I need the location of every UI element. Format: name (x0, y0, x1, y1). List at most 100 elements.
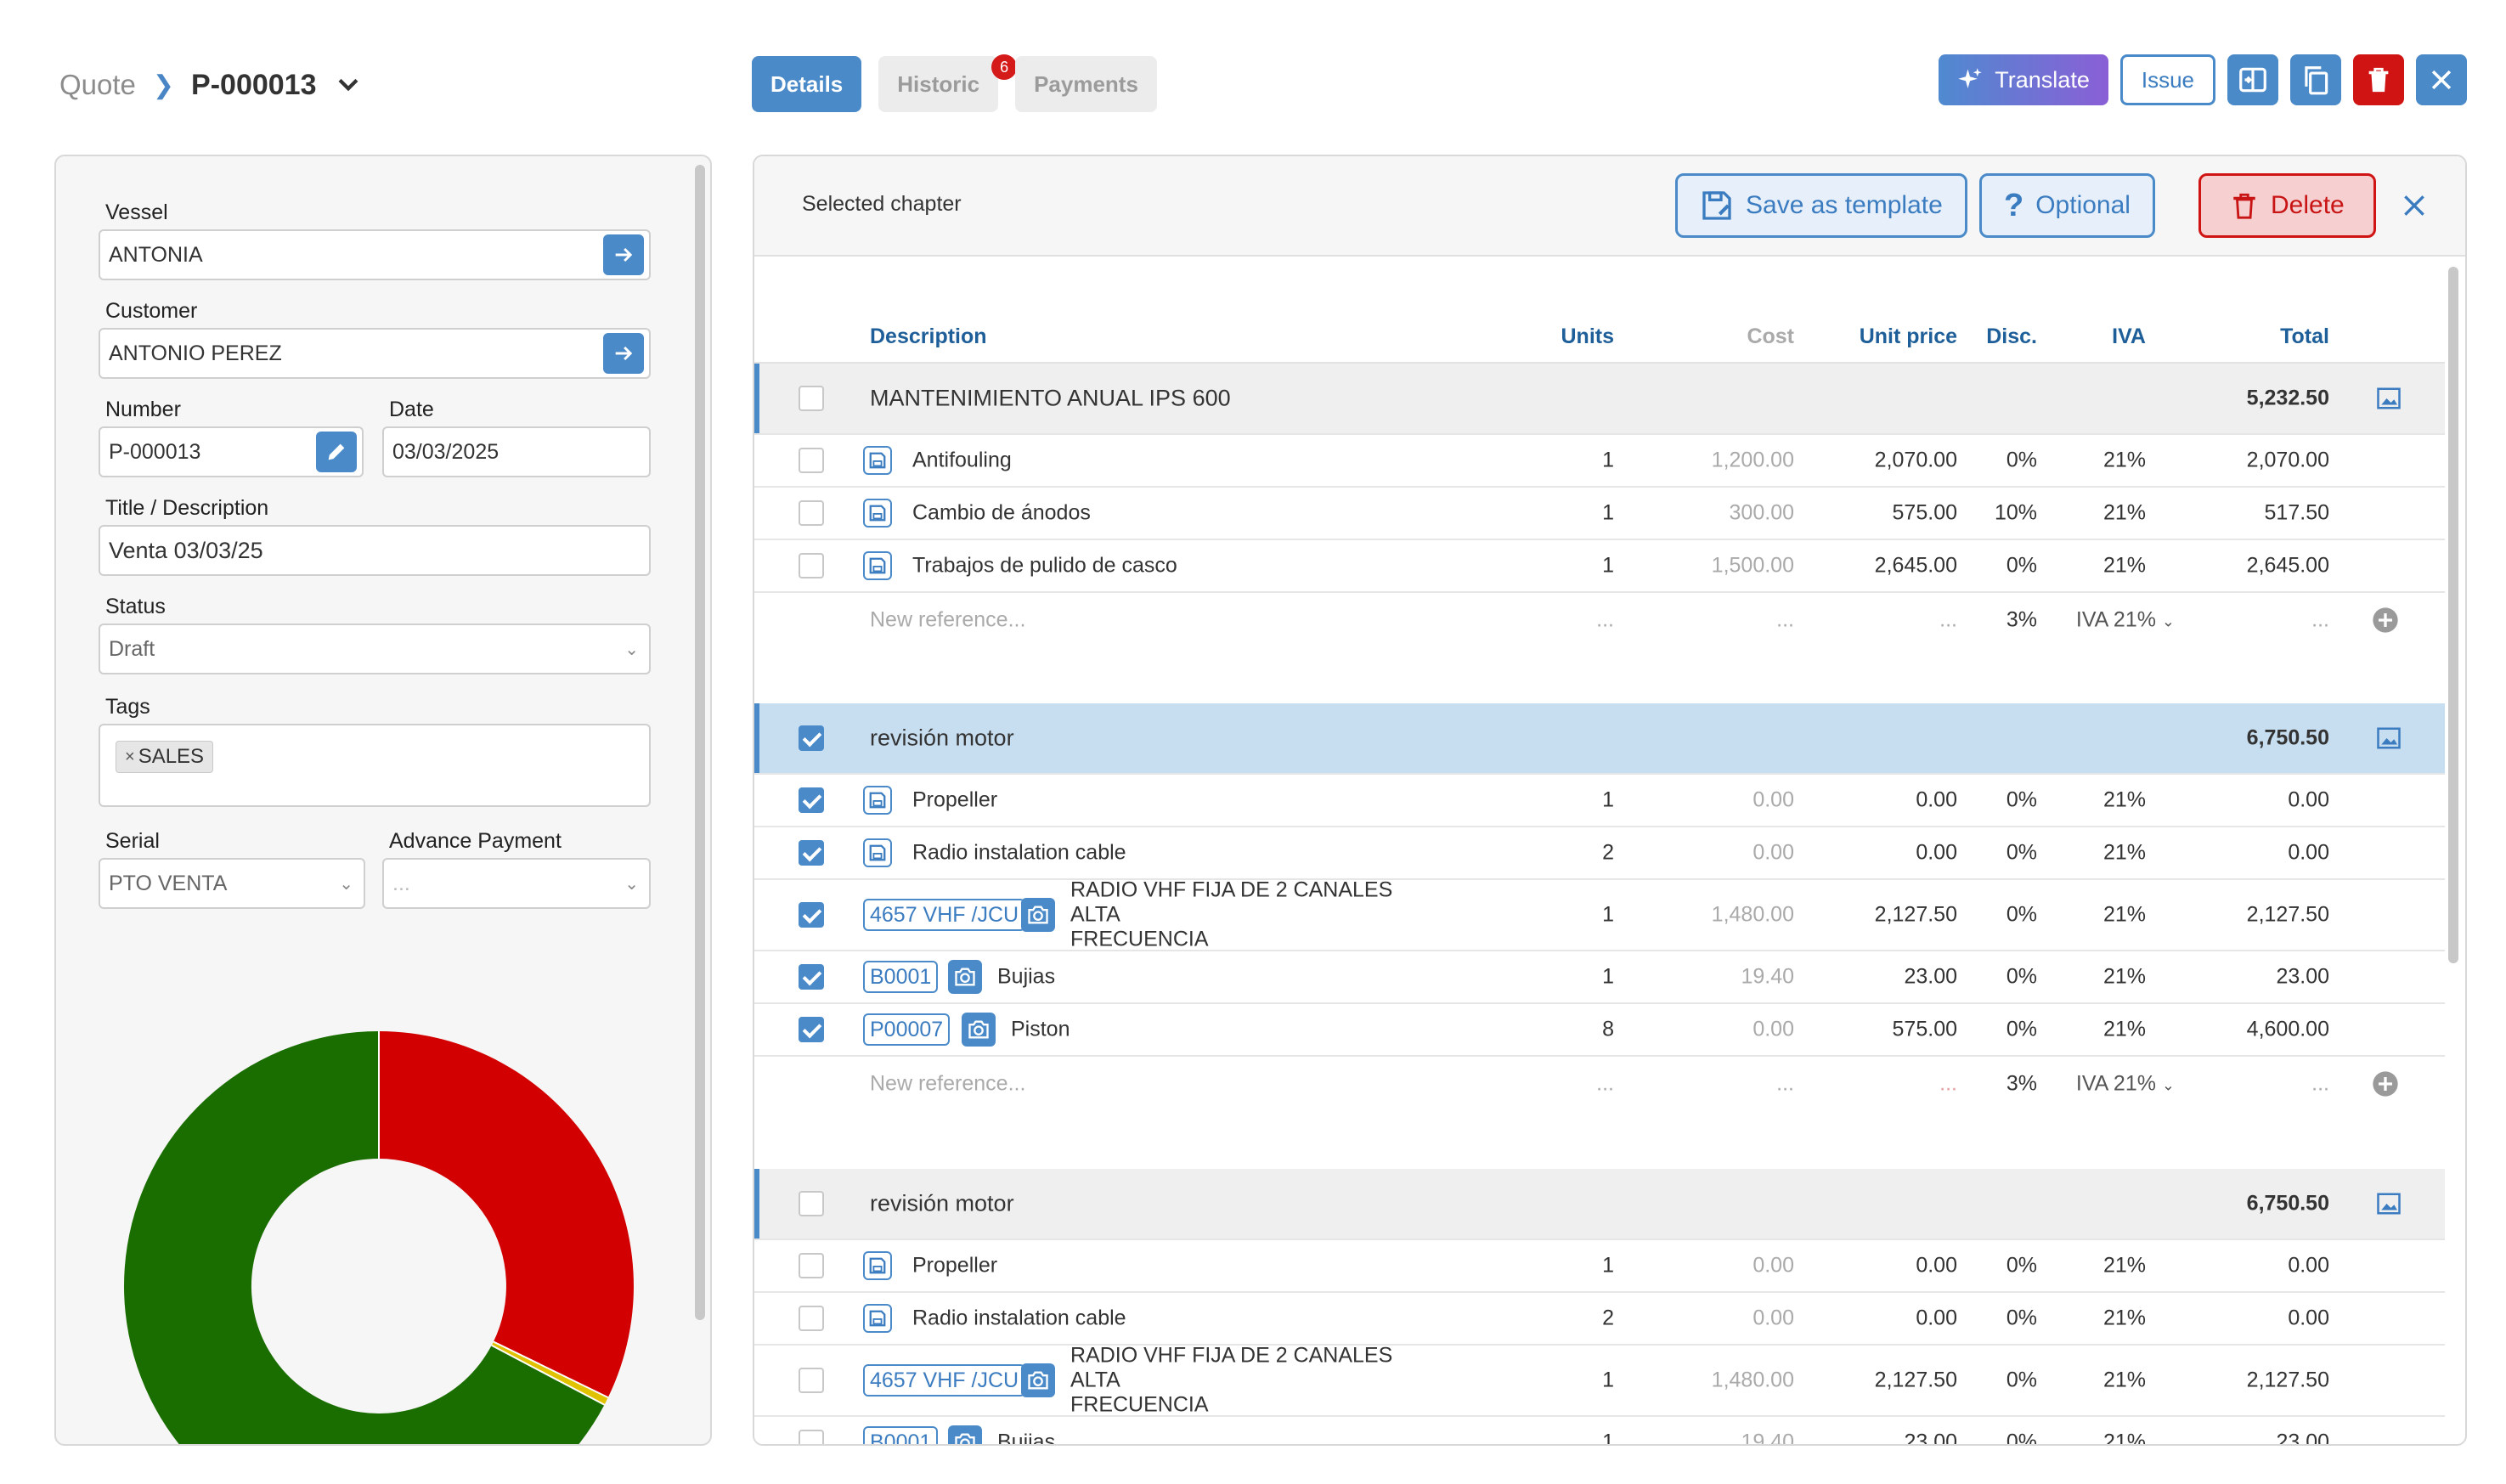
col-unit-price[interactable]: Unit price (1859, 324, 1957, 348)
scrollbar[interactable] (695, 165, 705, 1320)
item-disc[interactable]: 0% (2006, 787, 2037, 812)
item-unit-price[interactable]: 2,645.00 (1874, 553, 1957, 578)
breadcrumb-root[interactable]: Quote (59, 69, 136, 100)
col-cost[interactable]: Cost (1747, 324, 1794, 348)
item-unit-price[interactable]: 575.00 (1892, 1017, 1957, 1041)
chevron-down-icon[interactable] (334, 71, 363, 99)
item-disc[interactable]: 0% (2006, 1368, 2037, 1392)
new-disc[interactable]: 3% (2006, 1071, 2037, 1096)
item-disc[interactable]: 0% (2006, 448, 2037, 472)
reference-chip[interactable]: 4657 VHF /JCU (863, 1364, 1026, 1397)
item-disc[interactable]: 0% (2006, 1017, 2037, 1041)
tab-payments[interactable]: Payments (1015, 56, 1157, 112)
item-cost[interactable]: 1,200.00 (1711, 448, 1794, 472)
item-iva[interactable]: 21% (2102, 840, 2146, 865)
item-checkbox[interactable] (799, 500, 824, 526)
item-checkbox[interactable] (799, 840, 824, 866)
item-iva[interactable]: 21% (2102, 448, 2146, 472)
item-cost[interactable]: 1,500.00 (1711, 553, 1794, 578)
save-as-template-button[interactable]: Save as template (1675, 173, 1967, 238)
customer-field[interactable]: ANTONIO PEREZ (99, 328, 651, 379)
item-row[interactable]: Radio instalation cable 2 0.00 0.00 0% 2… (754, 827, 2445, 880)
new-reference-input[interactable]: New reference... (870, 1071, 1026, 1096)
item-checkbox[interactable] (799, 448, 824, 473)
new-units[interactable]: ... (1596, 1071, 1614, 1096)
issue-button[interactable]: Issue (2119, 54, 2215, 105)
item-unit-price[interactable]: 2,127.50 (1874, 902, 1957, 927)
item-unit-price[interactable]: 23.00 (1904, 964, 1957, 989)
item-iva[interactable]: 21% (2102, 553, 2146, 578)
item-unit-price[interactable]: 2,070.00 (1874, 448, 1957, 472)
item-units[interactable]: 1 (1602, 964, 1614, 989)
serial-select[interactable]: PTO VENTA ⌄ (99, 858, 365, 909)
item-checkbox[interactable] (799, 1306, 824, 1331)
chapter-checkbox[interactable] (799, 1191, 824, 1216)
item-checkbox[interactable] (799, 1430, 824, 1444)
reference-chip[interactable]: B0001 (863, 961, 939, 993)
item-cost[interactable]: 0.00 (1753, 1306, 1794, 1330)
item-iva[interactable]: 21% (2102, 787, 2146, 812)
document-icon[interactable] (863, 786, 892, 815)
item-iva[interactable]: 21% (2102, 1253, 2146, 1278)
camera-icon[interactable] (1021, 1363, 1055, 1397)
item-unit-price[interactable]: 23.00 (1904, 1430, 1957, 1446)
new-units[interactable]: ... (1596, 607, 1614, 632)
add-circle-icon[interactable] (2372, 607, 2399, 634)
vessel-open-button[interactable] (603, 234, 644, 275)
optional-button[interactable]: ? Optional (1979, 173, 2155, 238)
status-select[interactable]: Draft ⌄ (99, 624, 651, 674)
customer-open-button[interactable] (603, 333, 644, 374)
item-cost[interactable]: 0.00 (1753, 787, 1794, 812)
new-unit-price[interactable]: ... (1939, 1071, 1957, 1096)
chapter-row[interactable]: revisión motor 6,750.50 (754, 703, 2445, 775)
item-iva[interactable]: 21% (2102, 500, 2146, 525)
document-icon[interactable] (863, 551, 892, 580)
chapter-checkbox[interactable] (799, 725, 824, 751)
item-cost[interactable]: 300.00 (1729, 500, 1794, 525)
item-unit-price[interactable]: 0.00 (1916, 840, 1957, 865)
item-unit-price[interactable]: 575.00 (1892, 500, 1957, 525)
add-circle-icon[interactable] (2372, 1070, 2399, 1097)
reference-chip[interactable]: 4657 VHF /JCU (863, 899, 1026, 931)
tab-details[interactable]: Details (752, 56, 862, 112)
item-units[interactable]: 1 (1602, 902, 1614, 927)
item-disc[interactable]: 0% (2006, 840, 2037, 865)
item-units[interactable]: 1 (1602, 1430, 1614, 1446)
edit-number-button[interactable] (316, 432, 357, 472)
translate-button[interactable]: Translate (1939, 54, 2108, 105)
item-row[interactable]: Radio instalation cable 2 0.00 0.00 0% 2… (754, 1293, 2445, 1346)
document-icon[interactable] (863, 446, 892, 475)
camera-icon[interactable] (948, 1425, 982, 1444)
document-icon[interactable] (863, 1304, 892, 1333)
document-icon[interactable] (863, 838, 892, 867)
advance-payment-select[interactable]: ... ⌄ (382, 858, 651, 909)
item-row[interactable]: Cambio de ánodos 1 300.00 575.00 10% 21%… (754, 488, 2445, 540)
scrollbar[interactable] (2448, 267, 2458, 963)
item-cost[interactable]: 0.00 (1753, 840, 1794, 865)
item-checkbox[interactable] (799, 1368, 824, 1393)
vessel-field[interactable]: ANTONIA (99, 229, 651, 280)
close-button[interactable] (2416, 54, 2467, 105)
chapter-row[interactable]: MANTENIMIENTO ANUAL IPS 600 5,232.50 (754, 364, 2445, 435)
item-checkbox[interactable] (799, 902, 824, 928)
tags-input[interactable]: × SALES (99, 724, 651, 807)
tab-historic[interactable]: Historic 6 (878, 54, 1018, 112)
item-units[interactable]: 1 (1602, 1368, 1614, 1392)
item-row[interactable]: 4657 VHF /JCU RADIO VHF FIJA DE 2 CANALE… (754, 878, 2445, 951)
chapter-checkbox[interactable] (799, 386, 824, 411)
col-disc[interactable]: Disc. (1986, 324, 2037, 348)
camera-icon[interactable] (948, 960, 982, 994)
number-field[interactable]: P-000013 (99, 426, 364, 477)
item-iva[interactable]: 21% (2102, 1306, 2146, 1330)
item-unit-price[interactable]: 0.00 (1916, 787, 1957, 812)
col-iva[interactable]: IVA (2112, 324, 2146, 348)
item-cost[interactable]: 0.00 (1753, 1253, 1794, 1278)
reference-chip[interactable]: B0001 (863, 1426, 939, 1444)
item-cost[interactable]: 19.40 (1741, 964, 1794, 989)
item-unit-price[interactable]: 2,127.50 (1874, 1368, 1957, 1392)
item-units[interactable]: 1 (1602, 500, 1614, 525)
item-row[interactable]: B0001 Bujias 1 19.40 23.00 0% 21% 23.00 (754, 1417, 2445, 1446)
item-units[interactable]: 1 (1602, 1253, 1614, 1278)
col-total[interactable]: Total (2280, 324, 2329, 348)
item-row[interactable]: Antifouling 1 1,200.00 2,070.00 0% 21% 2… (754, 435, 2445, 488)
